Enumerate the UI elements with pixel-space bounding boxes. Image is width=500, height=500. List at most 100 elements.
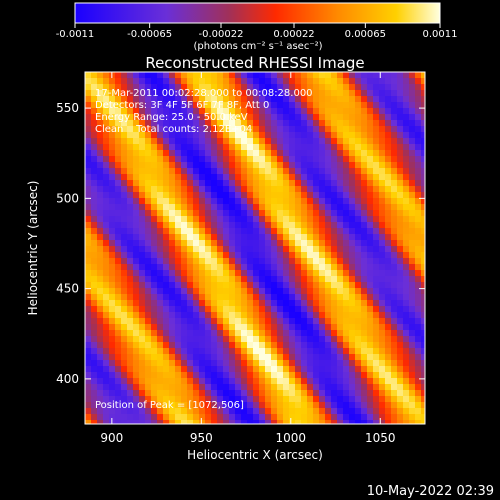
heatmap-cell bbox=[415, 126, 422, 133]
heatmap-cell bbox=[241, 300, 248, 307]
heatmap-cell bbox=[127, 150, 134, 157]
heatmap-cell bbox=[217, 372, 224, 379]
heatmap-cell bbox=[169, 288, 176, 295]
heatmap-cell bbox=[253, 132, 260, 139]
heatmap-cell bbox=[241, 276, 248, 283]
heatmap-cell bbox=[283, 120, 290, 127]
heatmap-cell bbox=[355, 216, 362, 223]
heatmap-cell bbox=[97, 210, 104, 217]
heatmap-cell bbox=[313, 270, 320, 277]
heatmap-cell bbox=[97, 288, 104, 295]
heatmap-cell bbox=[349, 270, 356, 277]
heatmap-cell bbox=[307, 168, 314, 175]
heatmap-cell bbox=[199, 360, 206, 367]
heatmap-cell bbox=[373, 108, 380, 115]
heatmap-cell bbox=[421, 288, 425, 295]
heatmap-cell bbox=[319, 186, 326, 193]
heatmap-cell bbox=[409, 312, 416, 319]
heatmap-cell bbox=[367, 252, 374, 259]
heatmap-cell bbox=[163, 420, 170, 424]
heatmap-cell bbox=[313, 414, 320, 421]
heatmap-cell bbox=[103, 72, 110, 79]
heatmap-cell bbox=[367, 144, 374, 151]
heatmap-cell bbox=[325, 96, 332, 103]
heatmap-cell bbox=[325, 72, 332, 79]
heatmap-cell bbox=[115, 264, 122, 271]
heatmap-cell bbox=[313, 156, 320, 163]
heatmap-cell bbox=[115, 132, 122, 139]
heatmap-cell bbox=[109, 396, 116, 403]
heatmap-cell bbox=[127, 168, 134, 175]
heatmap-cell bbox=[163, 96, 170, 103]
heatmap-cell bbox=[151, 162, 158, 169]
heatmap-cell bbox=[181, 282, 188, 289]
heatmap-cell bbox=[367, 288, 374, 295]
heatmap-cell bbox=[337, 120, 344, 127]
heatmap-cell bbox=[289, 96, 296, 103]
heatmap-cell bbox=[205, 96, 212, 103]
heatmap-cell bbox=[301, 252, 308, 259]
heatmap-cell bbox=[355, 150, 362, 157]
heatmap-cell bbox=[187, 216, 194, 223]
heatmap-cell bbox=[109, 318, 116, 325]
heatmap-cell bbox=[253, 252, 260, 259]
heatmap-cell bbox=[295, 384, 302, 391]
heatmap-cell bbox=[163, 84, 170, 91]
heatmap-cell bbox=[415, 360, 422, 367]
heatmap-cell bbox=[361, 366, 368, 373]
heatmap-cell bbox=[247, 264, 254, 271]
heatmap-cell bbox=[421, 84, 425, 91]
heatmap-cell bbox=[103, 114, 110, 121]
heatmap-cell bbox=[223, 138, 230, 145]
heatmap-cell bbox=[133, 408, 140, 415]
heatmap-cell bbox=[319, 210, 326, 217]
heatmap-cell bbox=[157, 252, 164, 259]
heatmap-cell bbox=[271, 168, 278, 175]
heatmap-cell bbox=[397, 300, 404, 307]
heatmap-cell bbox=[85, 294, 92, 301]
heatmap-cell bbox=[115, 300, 122, 307]
heatmap-cell bbox=[103, 96, 110, 103]
heatmap-cell bbox=[241, 222, 248, 229]
heatmap-cell bbox=[391, 72, 398, 79]
heatmap-cell bbox=[403, 408, 410, 415]
heatmap-cell bbox=[271, 384, 278, 391]
heatmap-cell bbox=[403, 354, 410, 361]
heatmap-cell bbox=[223, 384, 230, 391]
heatmap-cell bbox=[133, 120, 140, 127]
heatmap-cell bbox=[409, 390, 416, 397]
heatmap-cell bbox=[307, 288, 314, 295]
heatmap-cell bbox=[97, 390, 104, 397]
heatmap-cell bbox=[403, 72, 410, 79]
heatmap-cell bbox=[187, 312, 194, 319]
y-axis-label: Heliocentric Y (arcsec) bbox=[26, 181, 40, 316]
heatmap-cell bbox=[241, 294, 248, 301]
heatmap-cell bbox=[175, 240, 182, 247]
heatmap-cell bbox=[253, 258, 260, 265]
heatmap-cell bbox=[355, 288, 362, 295]
heatmap-cell bbox=[193, 114, 200, 121]
heatmap-cell bbox=[391, 204, 398, 211]
heatmap-cell bbox=[361, 204, 368, 211]
heatmap-cell bbox=[277, 246, 284, 253]
heatmap-cell bbox=[361, 306, 368, 313]
heatmap-cell bbox=[361, 174, 368, 181]
heatmap-cell bbox=[271, 216, 278, 223]
heatmap-cell bbox=[409, 102, 416, 109]
heatmap-cell bbox=[379, 174, 386, 181]
heatmap-cell bbox=[301, 204, 308, 211]
heatmap-cell bbox=[175, 216, 182, 223]
heatmap-cell bbox=[181, 114, 188, 121]
heatmap-cell bbox=[415, 90, 422, 97]
heatmap-cell bbox=[355, 156, 362, 163]
heatmap-cell bbox=[211, 300, 218, 307]
heatmap-cell bbox=[337, 204, 344, 211]
heatmap-cell bbox=[289, 276, 296, 283]
heatmap-cell bbox=[97, 234, 104, 241]
heatmap-cell bbox=[253, 420, 260, 424]
heatmap-cell bbox=[139, 414, 146, 421]
heatmap-cell bbox=[151, 168, 158, 175]
heatmap-cell bbox=[109, 282, 116, 289]
heatmap-cell bbox=[187, 258, 194, 265]
heatmap-cell bbox=[415, 258, 422, 265]
